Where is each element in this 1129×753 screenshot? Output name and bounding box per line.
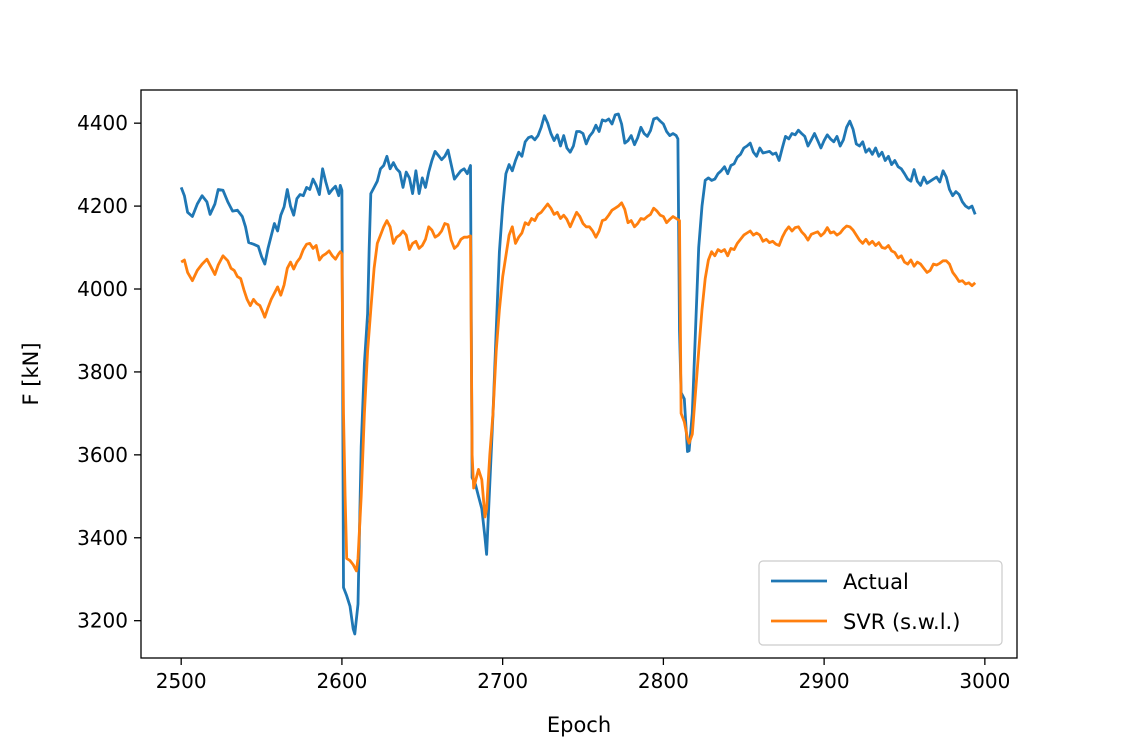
y-tick-label: 3400: [77, 526, 128, 550]
series-layer: [179, 112, 977, 636]
x-tick-label: 2500: [156, 669, 207, 693]
legend-label-actual: Actual: [843, 570, 909, 594]
x-tick-label: 2900: [799, 669, 850, 693]
x-axis-label: Epoch: [547, 713, 611, 737]
x-tick-label: 3000: [959, 669, 1010, 693]
legend-label-svr: SVR (s.w.l.): [843, 610, 960, 634]
x-tick-label: 2700: [477, 669, 528, 693]
y-tick-label: 4000: [77, 277, 128, 301]
y-axis-label: F [kN]: [19, 342, 43, 405]
y-tick-label: 3200: [77, 609, 128, 633]
series-line-actual: [179, 112, 977, 636]
y-tick-label: 3800: [77, 360, 128, 384]
plot-frame: [140, 89, 1018, 659]
x-axis: 2500 2600 2700 2800 2900 3000: [156, 658, 1010, 693]
y-tick-label: 4400: [77, 111, 128, 135]
x-tick-label: 2600: [316, 669, 367, 693]
y-tick-label: 4200: [77, 194, 128, 218]
legend: Actual SVR (s.w.l.): [758, 560, 1003, 646]
y-tick-label: 3600: [77, 443, 128, 467]
series-line-svr: [180, 201, 977, 573]
y-axis: 3200 3400 3600 3800 4000 4200 4400: [77, 111, 141, 633]
x-tick-label: 2800: [638, 669, 689, 693]
